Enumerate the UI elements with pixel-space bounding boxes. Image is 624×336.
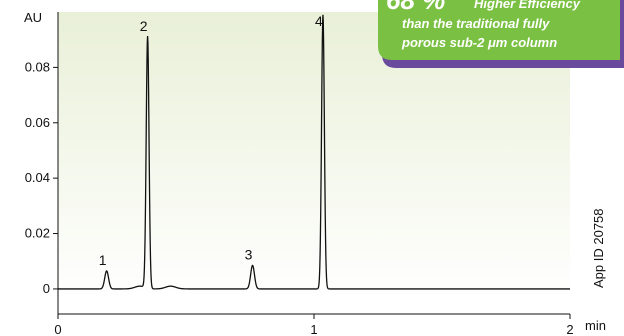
y-tick-label: 0.04	[25, 170, 50, 185]
y-tick-label: 0.02	[25, 226, 50, 241]
chromatogram-trace	[58, 14, 570, 290]
x-axis-unit: min	[585, 318, 606, 333]
y-tick-label: 0.06	[25, 115, 50, 130]
peak-label: 4	[315, 13, 323, 29]
y-tick-label: 0	[43, 281, 50, 296]
app-id-annotation: App ID 20758	[591, 208, 606, 288]
y-tick-label: 0.08	[25, 59, 50, 74]
peak-label: 2	[140, 18, 148, 34]
callout-line-1: Higher Efficiency	[474, 0, 581, 11]
peak-labels: 1 2 3 4	[99, 13, 323, 268]
x-tick-label: 0	[54, 322, 61, 336]
x-tick-label: 1	[310, 322, 317, 336]
callout-percent: 68 %	[386, 0, 445, 15]
efficiency-callout: 68 % Higher Efficiency than the traditio…	[378, 0, 624, 68]
y-axis-label: AU	[24, 10, 42, 25]
callout-line-3: porous sub-2 μm column	[401, 35, 557, 50]
ticks: 0 0.02 0.04 0.06 0.08 0 1 2	[25, 59, 574, 336]
x-tick-label: 2	[566, 322, 573, 336]
peak-label: 1	[99, 252, 107, 268]
callout-box	[378, 0, 620, 60]
callout-line-2: than the traditional fully	[402, 16, 550, 31]
peak-label: 3	[245, 246, 253, 262]
